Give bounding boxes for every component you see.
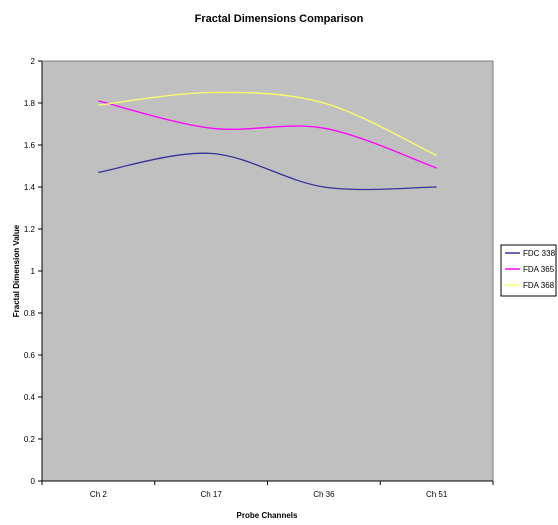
y-tick-label: 2 — [31, 57, 36, 66]
y-tick-label: 0.8 — [24, 309, 36, 318]
y-tick-label: 1.4 — [24, 183, 36, 192]
y-tick-label: 0.6 — [24, 351, 36, 360]
legend-label-2: FDA 365 — [523, 265, 555, 274]
series-lines — [98, 91, 437, 191]
y-tick-label: 1 — [31, 267, 36, 276]
chart-title: Fractal Dimensions Comparison — [195, 13, 364, 25]
y-axis-label: Fractal Dimension Value — [12, 224, 21, 317]
x-tick-label: Ch 2 — [90, 490, 107, 499]
legend-label-3: FDA 368 — [523, 281, 555, 290]
series-line-2 — [98, 100, 437, 169]
y-tick-label: 0 — [31, 477, 36, 486]
series-line-1 — [98, 152, 437, 191]
y-tick-label: 1.6 — [24, 141, 36, 150]
y-axis-ticks: 0 0.2 0.4 0.6 0.8 1 1.2 1.4 1.6 1.8 2 — [24, 57, 42, 486]
x-axis-label: Probe Channels — [237, 511, 298, 520]
x-tick-label: Ch 17 — [200, 490, 222, 499]
y-tick-label: 0.2 — [24, 435, 36, 444]
y-tick-label: 1.8 — [24, 99, 36, 108]
y-tick-label: 1.2 — [24, 225, 36, 234]
legend-label-1: FDC 338 — [523, 249, 556, 258]
series-line-3 — [98, 91, 437, 157]
y-tick-label: 0.4 — [24, 393, 36, 402]
x-tick-label: Ch 36 — [313, 490, 335, 499]
x-axis-ticks: Ch 2 Ch 17 Ch 36 Ch 51 — [41, 481, 494, 499]
legend: FDC 338 FDA 365 FDA 368 — [500, 244, 557, 297]
x-tick-label: Ch 51 — [426, 490, 448, 499]
plot-area — [41, 60, 494, 482]
